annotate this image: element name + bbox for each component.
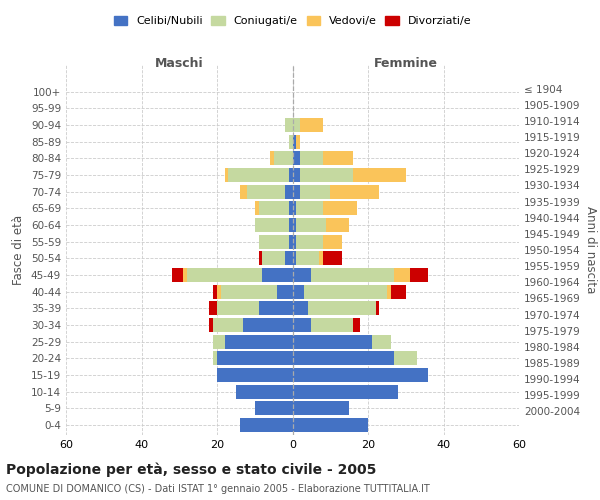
Bar xyxy=(213,334,224,349)
Bar xyxy=(224,334,293,349)
Bar xyxy=(296,202,323,215)
Bar xyxy=(319,252,323,266)
Bar xyxy=(293,218,296,232)
Bar xyxy=(323,234,341,249)
Bar xyxy=(255,218,289,232)
Bar xyxy=(221,284,277,298)
Bar xyxy=(289,218,293,232)
Legend: Celibi/Nubili, Coniugati/e, Vedovi/e, Divorziati/e: Celibi/Nubili, Coniugati/e, Vedovi/e, Di… xyxy=(109,12,476,30)
Bar xyxy=(259,301,293,316)
Bar xyxy=(289,168,293,182)
Bar xyxy=(239,184,247,199)
Text: Femmine: Femmine xyxy=(374,57,438,70)
Bar xyxy=(300,152,323,166)
Bar xyxy=(217,284,221,298)
Bar xyxy=(387,284,391,298)
Bar xyxy=(224,168,229,182)
Bar xyxy=(183,268,187,282)
Bar xyxy=(213,318,244,332)
Bar xyxy=(300,184,330,199)
Bar xyxy=(293,418,368,432)
Bar xyxy=(293,401,349,415)
Y-axis label: Fasce di età: Fasce di età xyxy=(13,215,25,285)
Bar xyxy=(247,184,285,199)
Text: COMUNE DI DOMANICO (CS) - Dati ISTAT 1° gennaio 2005 - Elaborazione TUTTITALIA.I: COMUNE DI DOMANICO (CS) - Dati ISTAT 1° … xyxy=(6,484,430,494)
Bar xyxy=(213,284,217,298)
Bar xyxy=(293,301,308,316)
Bar xyxy=(293,318,311,332)
Bar xyxy=(293,368,428,382)
Text: Maschi: Maschi xyxy=(155,57,203,70)
Bar xyxy=(259,252,262,266)
Bar xyxy=(293,118,300,132)
Bar xyxy=(410,268,428,282)
Bar xyxy=(353,168,406,182)
Bar xyxy=(217,301,259,316)
Bar xyxy=(244,318,293,332)
Bar xyxy=(293,184,300,199)
Bar xyxy=(239,418,293,432)
Bar xyxy=(293,268,311,282)
Bar xyxy=(217,352,293,366)
Bar xyxy=(229,168,289,182)
Bar xyxy=(293,168,300,182)
Bar xyxy=(293,352,394,366)
Bar xyxy=(300,118,323,132)
Bar xyxy=(262,252,285,266)
Bar xyxy=(300,168,353,182)
Y-axis label: Anni di nascita: Anni di nascita xyxy=(584,206,597,294)
Bar xyxy=(217,368,293,382)
Bar xyxy=(270,152,274,166)
Bar xyxy=(326,218,349,232)
Bar xyxy=(330,184,379,199)
Bar xyxy=(293,284,304,298)
Bar xyxy=(323,252,341,266)
Bar xyxy=(255,401,293,415)
Bar xyxy=(259,234,289,249)
Bar xyxy=(209,301,217,316)
Bar xyxy=(308,301,376,316)
Bar xyxy=(293,134,296,149)
Bar xyxy=(293,334,372,349)
Bar xyxy=(255,202,259,215)
Bar xyxy=(289,202,293,215)
Bar xyxy=(259,202,289,215)
Bar xyxy=(391,284,406,298)
Bar xyxy=(323,152,353,166)
Bar xyxy=(376,301,379,316)
Bar xyxy=(285,184,293,199)
Bar xyxy=(394,352,417,366)
Bar xyxy=(293,202,296,215)
Bar xyxy=(274,152,293,166)
Bar xyxy=(296,234,323,249)
Bar xyxy=(304,284,387,298)
Bar xyxy=(293,252,296,266)
Bar xyxy=(296,134,300,149)
Text: Popolazione per età, sesso e stato civile - 2005: Popolazione per età, sesso e stato civil… xyxy=(6,462,376,477)
Bar xyxy=(289,134,293,149)
Bar xyxy=(289,234,293,249)
Bar xyxy=(311,318,353,332)
Bar xyxy=(293,234,296,249)
Bar xyxy=(285,118,293,132)
Bar xyxy=(187,268,262,282)
Bar xyxy=(277,284,293,298)
Bar xyxy=(394,268,410,282)
Bar xyxy=(209,318,213,332)
Bar xyxy=(311,268,394,282)
Bar xyxy=(296,252,319,266)
Bar xyxy=(285,252,293,266)
Bar xyxy=(262,268,293,282)
Bar xyxy=(323,202,356,215)
Bar xyxy=(172,268,183,282)
Bar xyxy=(236,384,293,399)
Bar xyxy=(213,352,217,366)
Bar xyxy=(293,152,300,166)
Bar xyxy=(293,384,398,399)
Bar xyxy=(296,218,326,232)
Bar xyxy=(353,318,361,332)
Bar xyxy=(372,334,391,349)
